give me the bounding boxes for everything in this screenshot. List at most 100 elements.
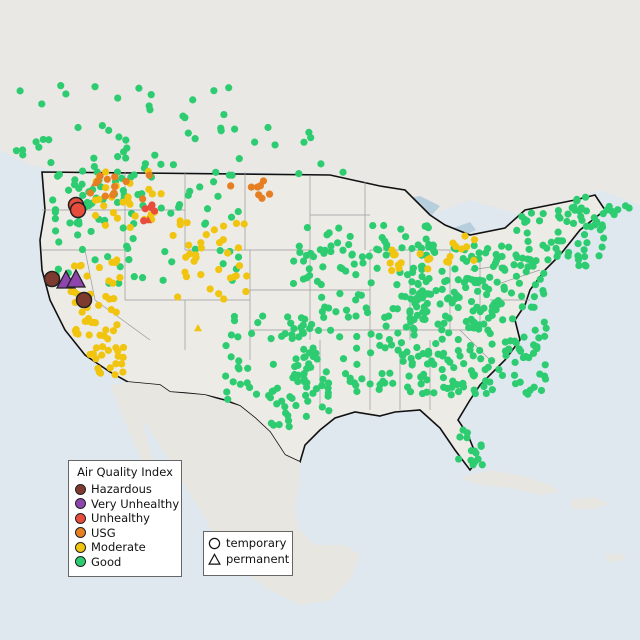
monitor-marker[interactable] bbox=[75, 220, 83, 228]
monitor-marker[interactable] bbox=[482, 249, 490, 257]
monitor-marker[interactable] bbox=[540, 318, 548, 326]
monitor-marker[interactable] bbox=[90, 154, 98, 162]
monitor-marker[interactable] bbox=[324, 392, 332, 400]
monitor-marker[interactable] bbox=[210, 87, 218, 95]
monitor-marker[interactable] bbox=[406, 307, 414, 315]
monitor-marker[interactable] bbox=[114, 352, 122, 360]
monitor-marker[interactable] bbox=[130, 273, 138, 281]
monitor-marker[interactable] bbox=[327, 247, 335, 256]
monitor-marker[interactable] bbox=[220, 110, 228, 119]
monitor-marker[interactable] bbox=[309, 253, 318, 261]
monitor-marker[interactable] bbox=[397, 259, 405, 267]
monitor-marker[interactable] bbox=[378, 234, 386, 242]
monitor-marker[interactable] bbox=[104, 335, 112, 343]
monitor-marker[interactable] bbox=[373, 245, 381, 253]
monitor-marker[interactable] bbox=[235, 365, 243, 373]
monitor-marker[interactable] bbox=[78, 167, 87, 175]
monitor-marker[interactable] bbox=[573, 197, 581, 205]
monitor-marker[interactable] bbox=[131, 212, 139, 220]
monitor-marker[interactable] bbox=[468, 323, 476, 332]
monitor-marker[interactable] bbox=[419, 349, 427, 358]
monitor-marker[interactable] bbox=[292, 401, 300, 410]
monitor-marker[interactable] bbox=[247, 183, 255, 191]
monitor-marker[interactable] bbox=[194, 324, 202, 332]
monitor-marker[interactable] bbox=[486, 378, 494, 386]
monitor-marker[interactable] bbox=[438, 267, 446, 275]
monitor-marker[interactable] bbox=[397, 339, 406, 347]
monitor-marker[interactable] bbox=[354, 291, 363, 299]
monitor-marker[interactable] bbox=[299, 275, 308, 283]
monitor-marker[interactable] bbox=[157, 160, 165, 168]
monitor-marker[interactable] bbox=[574, 239, 582, 248]
monitor-marker[interactable] bbox=[386, 369, 394, 377]
monitor-marker[interactable] bbox=[380, 221, 388, 230]
monitor-marker[interactable] bbox=[477, 355, 485, 363]
monitor-marker[interactable] bbox=[275, 421, 283, 429]
monitor-marker[interactable] bbox=[414, 241, 422, 249]
monitor-marker[interactable] bbox=[145, 171, 153, 179]
monitor-marker[interactable] bbox=[493, 278, 501, 286]
monitor-marker[interactable] bbox=[574, 252, 582, 260]
monitor-marker[interactable] bbox=[103, 175, 111, 183]
monitor-marker[interactable] bbox=[74, 231, 82, 239]
monitor-marker[interactable] bbox=[296, 248, 304, 257]
monitor-marker[interactable] bbox=[106, 364, 114, 372]
monitor-marker[interactable] bbox=[416, 250, 424, 258]
monitor-marker[interactable] bbox=[462, 317, 470, 326]
monitor-marker[interactable] bbox=[91, 256, 99, 264]
monitor-marker[interactable] bbox=[563, 217, 571, 226]
monitor-marker[interactable] bbox=[254, 319, 262, 327]
monitor-marker[interactable] bbox=[346, 232, 354, 241]
monitor-marker[interactable] bbox=[115, 133, 123, 141]
monitor-marker[interactable] bbox=[475, 249, 483, 257]
monitor-marker[interactable] bbox=[265, 190, 274, 198]
monitor-marker[interactable] bbox=[510, 261, 518, 269]
monitor-marker[interactable] bbox=[295, 333, 303, 341]
monitor-marker[interactable] bbox=[409, 324, 417, 332]
monitor-marker[interactable] bbox=[344, 313, 352, 321]
monitor-marker[interactable] bbox=[399, 351, 407, 360]
monitor-marker[interactable] bbox=[583, 239, 591, 247]
monitor-marker[interactable] bbox=[189, 96, 197, 104]
monitor-marker[interactable] bbox=[111, 183, 119, 191]
monitor-marker[interactable] bbox=[554, 212, 563, 220]
monitor-marker[interactable] bbox=[95, 368, 103, 376]
monitor-marker[interactable] bbox=[122, 154, 130, 162]
monitor-marker[interactable] bbox=[591, 221, 599, 229]
monitor-marker[interactable] bbox=[182, 253, 190, 261]
monitor-marker[interactable] bbox=[569, 219, 578, 228]
monitor-marker[interactable] bbox=[109, 327, 118, 335]
monitor-marker[interactable] bbox=[413, 311, 421, 319]
monitor-marker[interactable] bbox=[580, 231, 589, 239]
monitor-marker[interactable] bbox=[99, 343, 107, 351]
monitor-marker[interactable] bbox=[227, 331, 236, 339]
monitor-marker[interactable] bbox=[112, 308, 120, 316]
monitor-marker[interactable] bbox=[341, 370, 350, 378]
monitor-marker[interactable] bbox=[539, 286, 547, 295]
monitor-marker[interactable] bbox=[167, 209, 175, 217]
monitor-marker[interactable] bbox=[124, 193, 132, 201]
monitor-marker[interactable] bbox=[145, 185, 153, 193]
monitor-marker[interactable] bbox=[91, 179, 99, 187]
large-monitor-marker[interactable] bbox=[43, 270, 61, 288]
monitor-marker[interactable] bbox=[564, 210, 572, 218]
monitor-marker[interactable] bbox=[535, 334, 543, 342]
monitor-marker[interactable] bbox=[511, 380, 520, 388]
monitor-marker[interactable] bbox=[518, 212, 526, 221]
monitor-marker[interactable] bbox=[339, 168, 347, 176]
monitor-marker[interactable] bbox=[321, 246, 329, 254]
monitor-marker[interactable] bbox=[580, 246, 588, 254]
monitor-marker[interactable] bbox=[151, 151, 159, 159]
monitor-marker[interactable] bbox=[314, 326, 323, 335]
monitor-marker[interactable] bbox=[235, 262, 244, 270]
monitor-marker[interactable] bbox=[77, 261, 85, 270]
monitor-marker[interactable] bbox=[135, 84, 143, 92]
monitor-marker[interactable] bbox=[336, 290, 344, 298]
monitor-marker[interactable] bbox=[440, 383, 448, 391]
monitor-marker[interactable] bbox=[78, 245, 87, 254]
monitor-marker[interactable] bbox=[459, 426, 467, 434]
monitor-marker[interactable] bbox=[378, 369, 386, 378]
monitor-marker[interactable] bbox=[119, 198, 127, 206]
monitor-marker[interactable] bbox=[523, 229, 531, 237]
monitor-marker[interactable] bbox=[85, 331, 93, 339]
